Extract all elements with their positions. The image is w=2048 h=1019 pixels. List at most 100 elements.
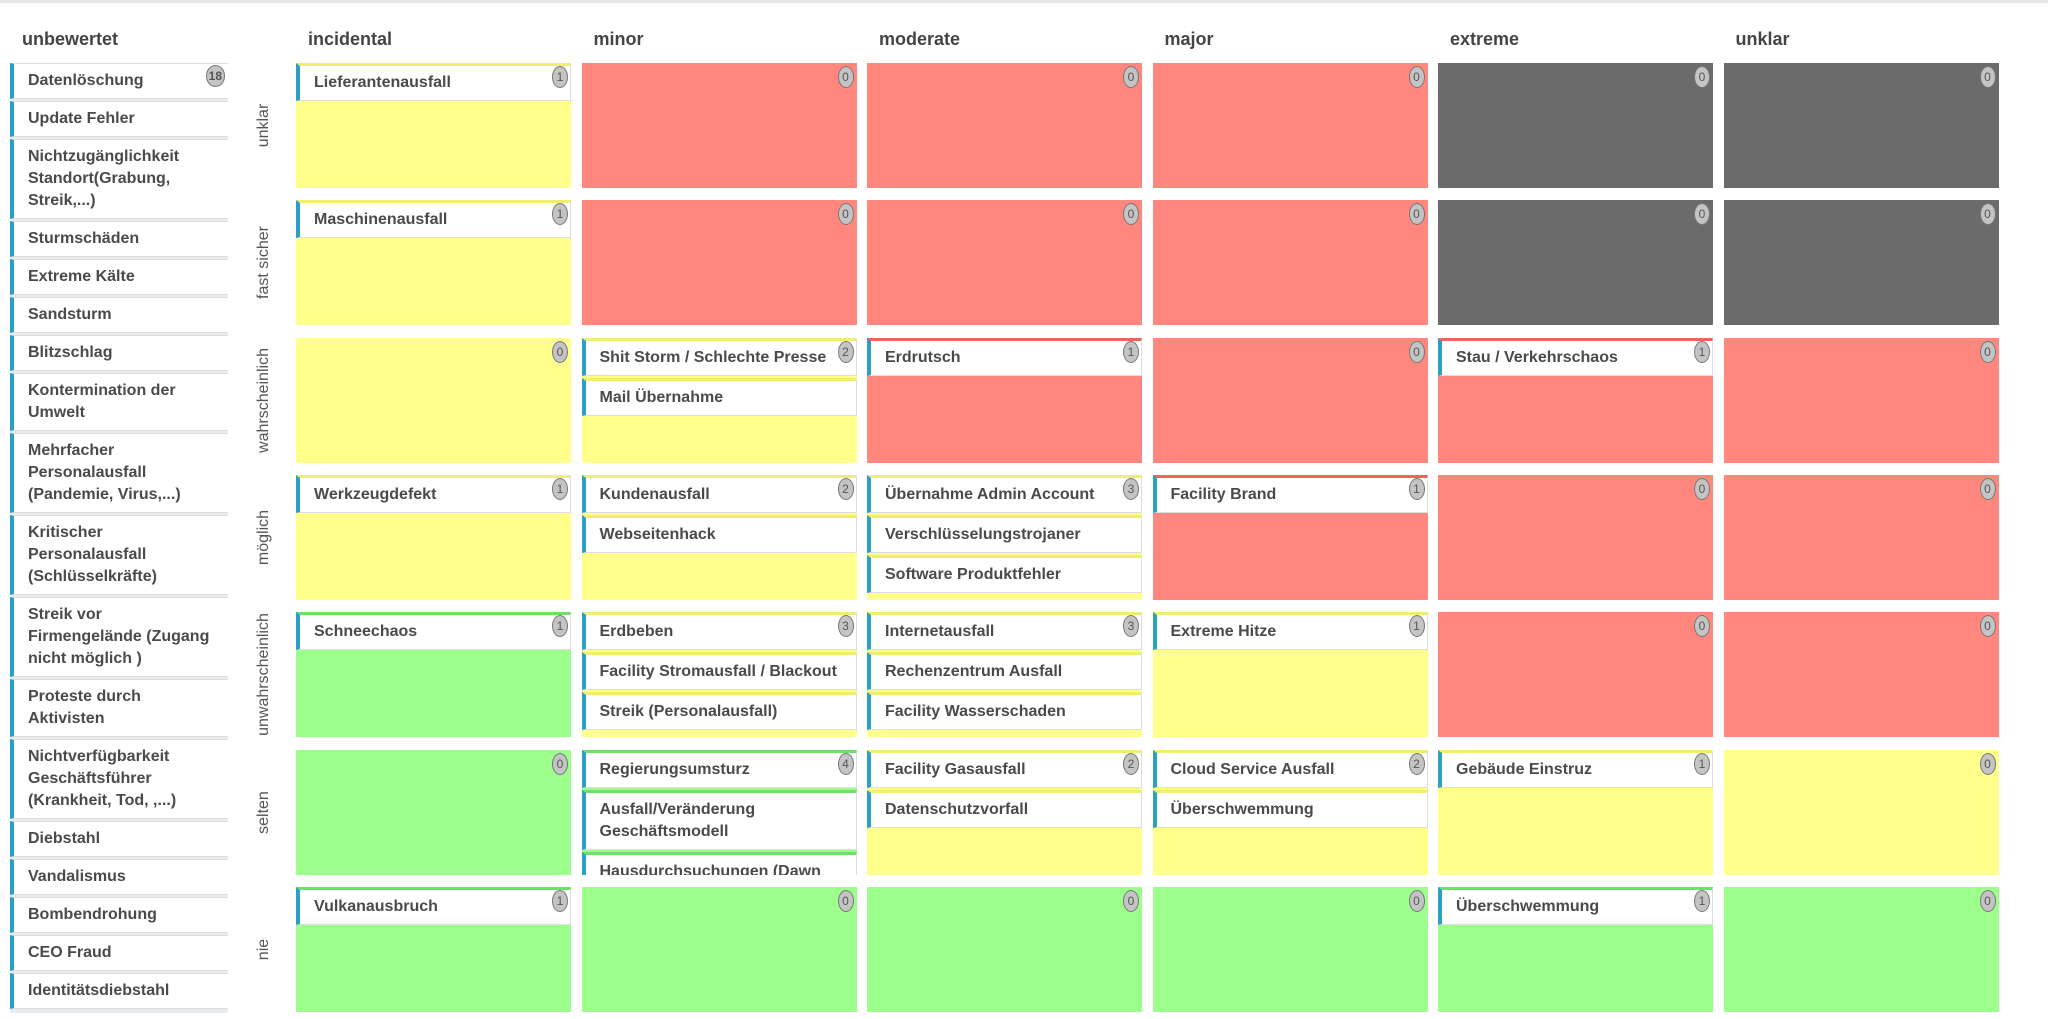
sidebar-item[interactable]: Kritischer Personalausfall (Schlüsselkrä… <box>10 515 228 595</box>
sidebar-item[interactable]: Blitzschlag <box>10 335 228 371</box>
risk-card[interactable]: Werkzeugdefekt <box>296 474 571 513</box>
risk-card[interactable]: Verschlüsselungstrojaner <box>867 514 1142 553</box>
matrix-cell[interactable]: 3 Übernahme Admin Account Verschlüsselungs… <box>867 474 1142 600</box>
sidebar-item[interactable]: Datenlöschung 18 <box>10 63 228 99</box>
matrix-cell[interactable]: 0 <box>1152 63 1428 188</box>
cell-count-badge: 1 <box>1123 340 1139 363</box>
matrix-cell[interactable]: 1 Vulkanausbruch <box>296 886 571 1012</box>
matrix-cell[interactable]: 2 Cloud Service Ausfall Überschwemmung <box>1152 749 1428 875</box>
matrix-cell[interactable]: 0 <box>1723 63 1999 188</box>
matrix-cell[interactable]: 0 <box>1723 474 1999 600</box>
matrix-cell[interactable]: 0 <box>296 749 571 875</box>
matrix-cell[interactable]: 1 Werkzeugdefekt <box>296 474 571 600</box>
matrix-cell[interactable]: 0 <box>1723 612 1999 738</box>
risk-card[interactable]: Datenschutzvorfall <box>867 789 1142 828</box>
matrix-cell[interactable]: 0 <box>1152 200 1428 326</box>
risk-card[interactable]: Rechenzentrum Ausfall <box>867 652 1142 691</box>
matrix-cell[interactable]: 0 <box>1723 337 1999 463</box>
matrix-cell[interactable]: 0 <box>867 200 1142 326</box>
matrix-cell[interactable]: 1 Erdrutsch <box>867 337 1142 463</box>
matrix-cell[interactable]: 0 <box>1438 63 1713 188</box>
matrix-cell[interactable]: 1 Stau / Verkehrschaos <box>1438 337 1713 463</box>
sidebar-item[interactable]: Mehrfacher Personalausfall (Pandemie, Vi… <box>10 433 228 513</box>
matrix-cell[interactable]: 1 Lieferantenausfall <box>296 63 571 188</box>
sidebar-item[interactable]: Nichtverfügbarkeit Geschäftsführer (Kran… <box>10 739 228 819</box>
matrix-cell[interactable]: 3 Erdbeben Facility Stromausfall / Blackou… <box>581 612 857 738</box>
sidebar-item[interactable]: Nichtzugänglichkeit Standort(Grabung, St… <box>10 139 228 219</box>
risk-card[interactable]: Vulkanausbruch <box>296 886 571 925</box>
risk-card[interactable]: Überschwemmung <box>1438 886 1713 925</box>
matrix-cell[interactable]: 0 <box>1152 337 1428 463</box>
item-count-badge: 18 <box>205 65 225 87</box>
risk-card[interactable]: Erdbeben <box>581 612 857 651</box>
risk-card[interactable]: Shit Storm / Schlechte Presse <box>581 337 857 376</box>
matrix-cell[interactable]: 2 Kundenausfall Webseitenhack <box>581 474 857 600</box>
matrix-cell[interactable]: 0 <box>581 200 857 326</box>
row-label: nie <box>255 938 272 960</box>
matrix-cell[interactable]: 1 Überschwemmung <box>1438 886 1713 1012</box>
matrix-cell[interactable]: 0 <box>296 337 571 463</box>
risk-card[interactable]: Übernahme Admin Account <box>867 474 1142 513</box>
matrix-cell[interactable]: 0 <box>867 63 1142 188</box>
sidebar-item[interactable]: Streik vor Firmengelände (Zugang nicht m… <box>10 597 228 677</box>
sidebar-item[interactable]: Identitätsdiebstahl <box>10 973 228 1009</box>
matrix-cell[interactable]: 0 <box>1438 200 1713 326</box>
risk-card[interactable]: Facility Brand <box>1152 474 1428 513</box>
sidebar-item[interactable]: Diebstahl <box>10 821 228 857</box>
matrix-cell[interactable]: 3 Internetausfall Rechenzentrum Ausfall Fac… <box>867 612 1142 738</box>
sidebar-item[interactable]: Proteste durch Aktivisten <box>10 679 228 737</box>
matrix-cell[interactable]: 1 Schneechaos <box>296 612 571 738</box>
matrix-cell[interactable]: 0 <box>867 886 1142 1012</box>
risk-card[interactable]: Hausdurchsuchungen (Dawn <box>581 851 857 875</box>
sidebar-item[interactable]: Sandsturm <box>10 297 228 333</box>
matrix-cell[interactable]: 0 <box>1438 612 1713 738</box>
cell-count-badge: 1 <box>1694 752 1710 775</box>
sidebar-item[interactable]: CEO Fraud <box>10 935 228 971</box>
matrix-cell[interactable]: 0 <box>1723 200 1999 326</box>
cell-count-badge: 1 <box>552 66 568 88</box>
risk-card[interactable]: Software Produktfehler <box>867 554 1142 593</box>
sidebar-item[interactable]: Sturmschäden <box>10 221 228 257</box>
risk-card[interactable]: Streik (Personalausfall) <box>581 692 857 731</box>
risk-card[interactable]: Facility Stromausfall / Blackout <box>581 652 857 691</box>
sidebar-item[interactable]: Bombendrohung <box>10 897 228 933</box>
matrix-cell[interactable]: 1 Facility Brand <box>1152 474 1428 600</box>
risk-card[interactable]: Regierungsumsturz <box>581 749 857 788</box>
matrix-cell[interactable]: 0 <box>581 886 857 1012</box>
risk-card[interactable]: Facility Wasserschaden <box>867 692 1142 731</box>
cell-count-badge: 0 <box>1979 752 1996 775</box>
matrix-cell[interactable]: 0 <box>1152 886 1428 1012</box>
risk-card[interactable]: Webseitenhack <box>581 514 857 553</box>
matrix-cell[interactable]: 2 Shit Storm / Schlechte Presse Mail Übern… <box>581 337 857 463</box>
sidebar-item[interactable]: Kontermination der Umwelt <box>10 373 228 431</box>
matrix-cell[interactable]: 4 Regierungsumsturz Ausfall/Veränderung Ge… <box>581 749 857 875</box>
risk-card[interactable]: Gebäude Einstruz <box>1438 749 1713 788</box>
matrix-cell[interactable]: 0 <box>1723 886 1999 1012</box>
matrix-cell[interactable]: 1 Extreme Hitze <box>1152 612 1428 738</box>
cell-count-badge: 0 <box>1123 66 1139 88</box>
column-header: minor <box>593 29 644 49</box>
matrix-cell[interactable]: 1 Maschinenausfall <box>296 200 571 326</box>
risk-card[interactable]: Überschwemmung <box>1152 789 1428 828</box>
risk-card[interactable]: Kundenausfall <box>581 474 857 513</box>
risk-card[interactable]: Lieferantenausfall <box>296 63 571 101</box>
risk-card[interactable]: Facility Gasausfall <box>867 749 1142 788</box>
sidebar-item[interactable]: Vandalismus <box>10 859 228 895</box>
risk-card[interactable]: Extreme Hitze <box>1152 612 1428 651</box>
risk-card[interactable]: Cloud Service Ausfall <box>1152 749 1428 788</box>
sidebar-item[interactable]: Update Fehler <box>10 101 228 137</box>
sidebar-item[interactable]: Extreme Kälte <box>10 259 228 295</box>
matrix-cell[interactable]: 1 Gebäude Einstruz <box>1438 749 1713 875</box>
cell-count-badge: 0 <box>1408 203 1425 226</box>
matrix-cell[interactable]: 0 <box>1438 474 1713 600</box>
matrix-cell[interactable]: 2 Facility Gasausfall Datenschutzvorfall <box>867 749 1142 875</box>
matrix-cell[interactable]: 0 <box>1723 749 1999 875</box>
matrix-cell[interactable]: 0 <box>581 63 857 188</box>
risk-card[interactable]: Internetausfall <box>867 612 1142 651</box>
risk-card[interactable]: Mail Übernahme <box>581 377 857 416</box>
risk-card[interactable]: Schneechaos <box>296 612 571 651</box>
risk-card[interactable]: Erdrutsch <box>867 337 1142 376</box>
risk-card[interactable]: Ausfall/Veränderung Geschäftsmodell <box>581 789 857 850</box>
risk-card[interactable]: Maschinenausfall <box>296 200 571 239</box>
risk-card[interactable]: Stau / Verkehrschaos <box>1438 337 1713 376</box>
